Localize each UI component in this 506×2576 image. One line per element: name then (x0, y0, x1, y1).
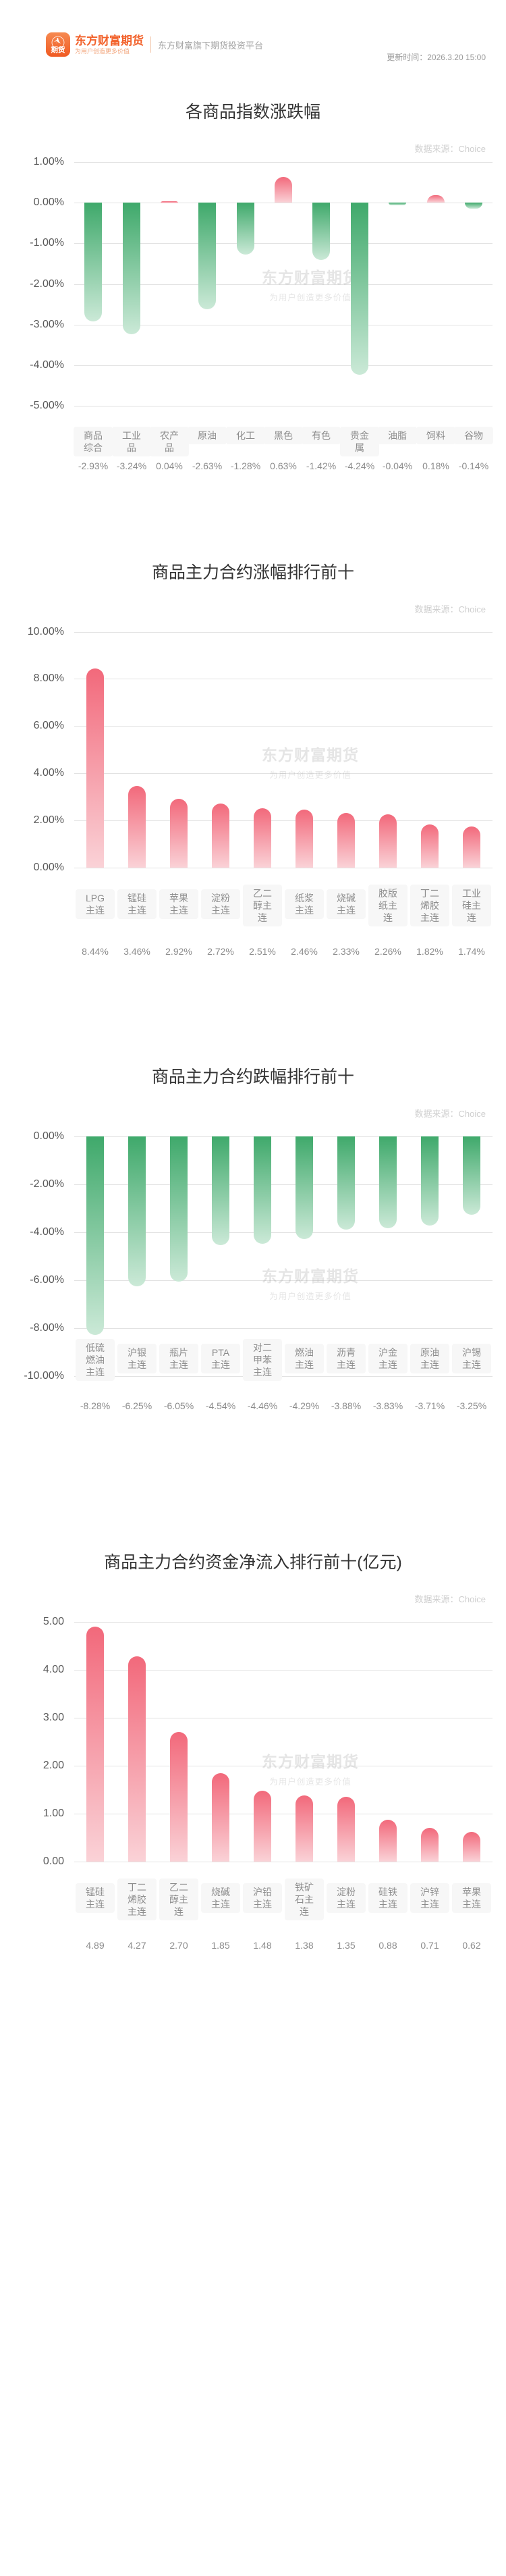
svg-text:期货: 期货 (51, 45, 65, 54)
